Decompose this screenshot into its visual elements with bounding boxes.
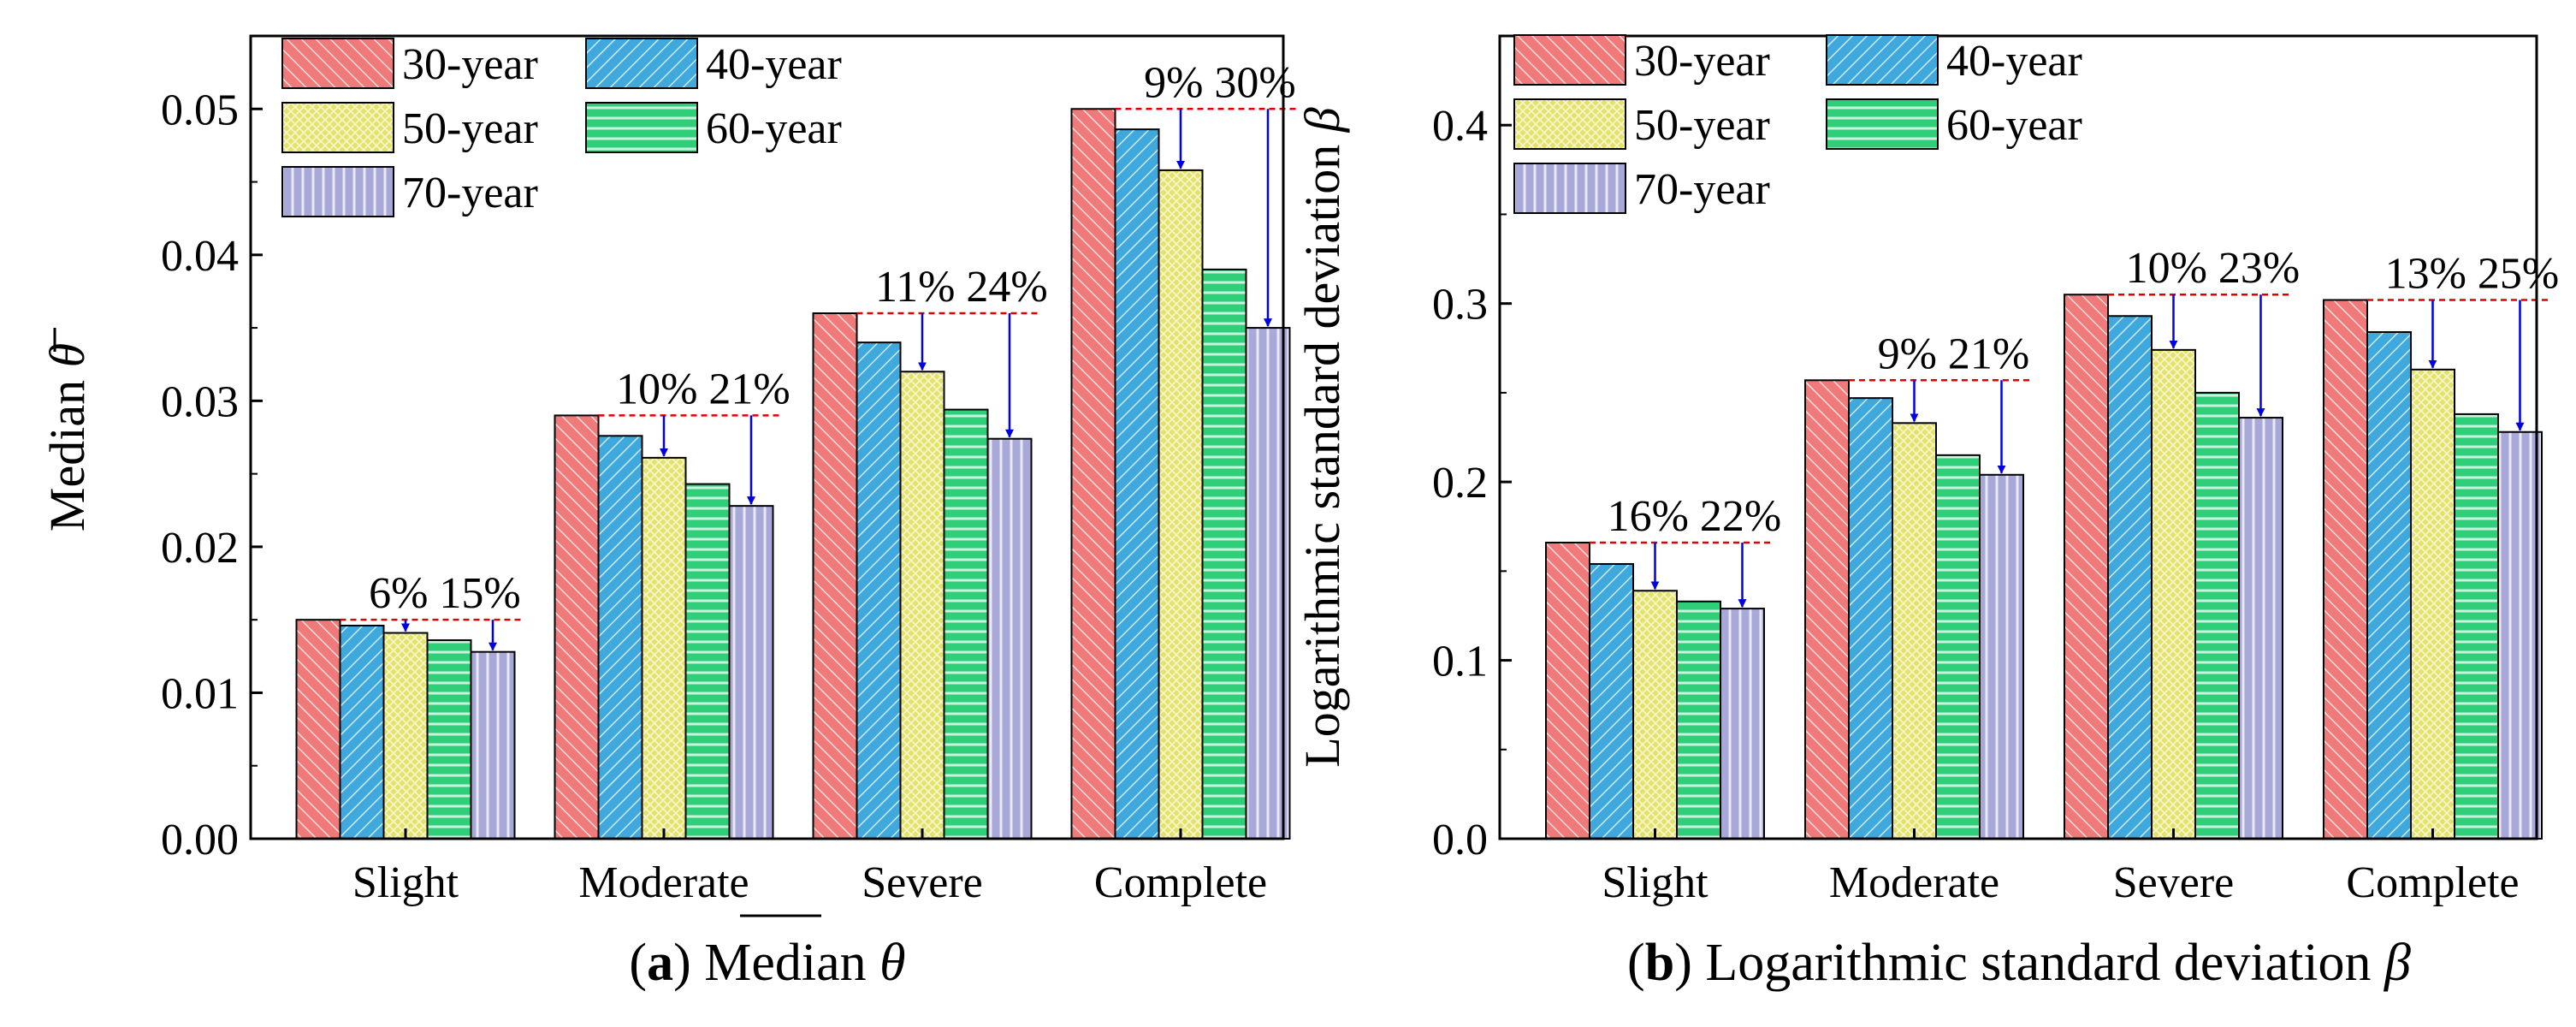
bar-moderate-40-year (1848, 397, 1893, 840)
bar-severe-60-year (2194, 391, 2240, 840)
bar-moderate-70-year (728, 505, 774, 840)
bar-severe-40-year (2107, 315, 2153, 840)
bar-complete-30-year (1070, 108, 1116, 840)
panel-caption: (a) Median θ (629, 934, 905, 992)
bar-slight-40-year (1589, 562, 1634, 840)
category-label-complete: Complete (1094, 858, 1267, 907)
legend-label-60-year: 60-year (706, 104, 842, 153)
pct-label-complete: 9% 30% (1144, 58, 1296, 107)
bar-slight-40-year (339, 625, 385, 840)
bar-complete-40-year (2366, 331, 2412, 840)
legend-swatch-40-year (585, 38, 698, 89)
bar-slight-30-year (295, 619, 341, 840)
bar-complete-70-year (2497, 430, 2543, 840)
y-axis-title: Logarithmic standard deviation β (1294, 107, 1350, 768)
y-tick-label: 0.03 (161, 377, 239, 426)
legend-swatch-30-year (1513, 34, 1626, 86)
legend-swatch-60-year (1826, 98, 1939, 150)
y-tick-label: 0.4 (1432, 102, 1488, 151)
bar-moderate-30-year (554, 414, 600, 840)
category-label-slight: Slight (1602, 858, 1708, 907)
y-tick-label: 0.02 (161, 524, 239, 573)
category-label-moderate: Moderate (578, 858, 749, 907)
bar-slight-60-year (426, 639, 472, 840)
legend: 30-year 40-year 50-year 60-year 70-year (281, 38, 842, 217)
bar-complete-60-year (2454, 413, 2499, 840)
y-tick-label: 0.00 (161, 816, 239, 864)
bar-severe-30-year (812, 312, 858, 840)
pct-label-complete: 13% 25% (2385, 249, 2560, 298)
bar-severe-60-year (943, 408, 989, 840)
panel-a: 6% 15% 10% 21% 11% 24% 9% 30% 0.00 0.01 0.02 0.… (39, 34, 1300, 992)
legend: 30-year 40-year 50-year 60-year 70-year (1513, 34, 2082, 214)
legend-label-40-year: 40-year (706, 40, 842, 89)
legend-swatch-50-year (281, 102, 394, 153)
legend-swatch-40-year (1826, 34, 1939, 86)
legend-swatch-30-year (281, 38, 394, 89)
plot-frame (249, 34, 1285, 840)
category-label-slight: Slight (352, 858, 459, 907)
bar-complete-50-year (2410, 368, 2455, 840)
legend-label-30-year: 30-year (402, 40, 538, 89)
bar-moderate-40-year (597, 435, 643, 840)
bar-severe-70-year (986, 437, 1033, 840)
y-tick-label: 0.1 (1432, 638, 1488, 686)
legend-label-70-year: 70-year (1634, 165, 1770, 214)
legend-swatch-50-year (1513, 98, 1626, 150)
y-axis-title: Median θ (39, 343, 95, 531)
pct-label-severe: 10% 23% (2126, 244, 2301, 293)
bar-severe-50-year (2151, 348, 2196, 840)
y-tick-label: 0.0 (1432, 816, 1488, 864)
pct-label-moderate: 9% 21% (1878, 329, 2030, 378)
category-label-moderate: Moderate (1829, 858, 1999, 907)
plot-frame (1498, 34, 2538, 840)
pct-label-slight: 16% 22% (1608, 492, 1782, 541)
bar-moderate-50-year (641, 456, 687, 840)
bar-slight-50-year (1632, 590, 1678, 840)
pct-label-slight: 6% 15% (369, 569, 521, 618)
bar-slight-60-year (1676, 600, 1721, 840)
bar-slight-30-year (1545, 541, 1590, 840)
y-tick-label: 0.3 (1432, 281, 1488, 329)
pct-label-moderate: 10% 21% (616, 365, 791, 413)
bar-complete-60-year (1201, 268, 1247, 840)
bar-complete-50-year (1158, 169, 1204, 840)
legend-label-30-year: 30-year (1634, 37, 1770, 86)
y-tick-label: 0.04 (161, 232, 239, 281)
legend-label-40-year: 40-year (1946, 37, 2082, 86)
y-tick-label: 0.2 (1432, 459, 1488, 508)
bar-severe-40-year (856, 341, 902, 840)
legend-swatch-60-year (585, 102, 698, 153)
bar-moderate-70-year (1979, 473, 2024, 840)
bar-moderate-60-year (1935, 454, 1981, 840)
panel-b: 16% 22% 9% 21% 10% 23% 13% 25% 0.0 0.1 0.2 0.3 0… (1294, 34, 2560, 992)
y-tick-label: 0.01 (161, 669, 239, 718)
pct-label-severe: 11% 24% (875, 263, 1048, 312)
bar-severe-50-year (899, 371, 945, 840)
bar-slight-70-year (470, 650, 516, 840)
bar-moderate-30-year (1804, 379, 1850, 840)
bar-severe-30-year (2064, 294, 2109, 840)
bar-slight-70-year (1720, 608, 1765, 840)
category-label-severe: Severe (862, 858, 982, 907)
legend-label-70-year: 70-year (402, 169, 538, 217)
bar-severe-70-year (2238, 417, 2283, 840)
legend-label-50-year: 50-year (402, 104, 538, 153)
bar-complete-30-year (2323, 299, 2368, 840)
bar-slight-50-year (382, 632, 429, 840)
y-tick-label: 0.05 (161, 86, 239, 134)
bar-complete-40-year (1114, 128, 1160, 840)
legend-label-60-year: 60-year (1946, 101, 2082, 150)
panel-caption: (b) Logarithmic standard deviation β (1627, 934, 2411, 992)
bar-moderate-50-year (1892, 422, 1937, 840)
category-label-severe: Severe (2113, 858, 2234, 907)
category-label-complete: Complete (2346, 858, 2519, 907)
legend-swatch-70-year (281, 166, 394, 217)
legend-swatch-70-year (1513, 163, 1626, 214)
bar-moderate-60-year (684, 483, 731, 840)
legend-label-50-year: 50-year (1634, 101, 1770, 150)
